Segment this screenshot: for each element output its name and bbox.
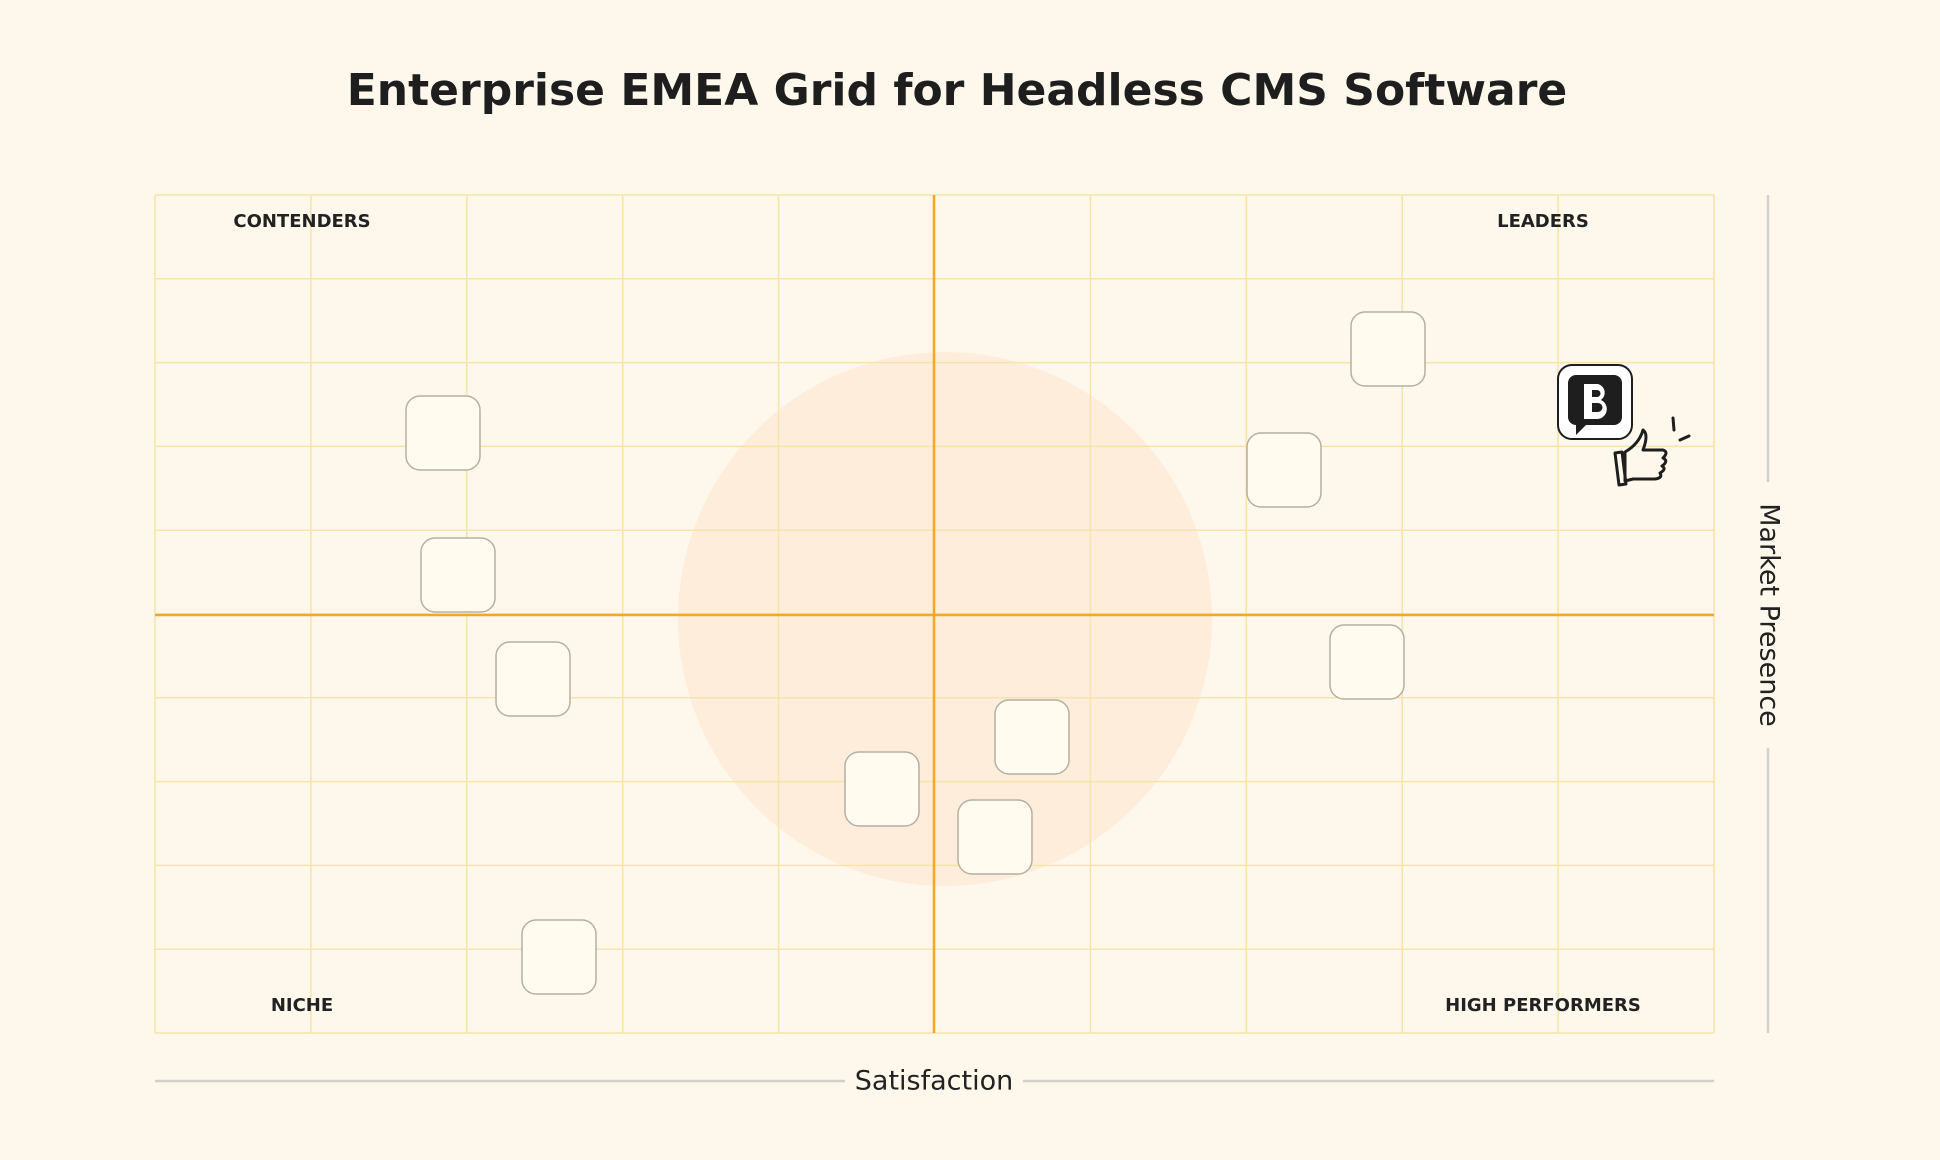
vendor-logo	[957, 799, 1033, 875]
watermark	[678, 352, 1212, 886]
y-axis-label-backdrop	[1750, 482, 1786, 748]
vendor-logo	[420, 537, 496, 613]
vendor-logo	[405, 395, 481, 471]
vendor-logo	[495, 641, 571, 717]
vendor-logo	[1350, 311, 1426, 387]
title: Enterprise EMEA Grid for Headless CMS So…	[347, 65, 1567, 116]
vendor-logo	[844, 751, 920, 827]
vendor-logo	[1329, 624, 1405, 700]
x-axis-label: Satisfaction	[855, 1066, 1013, 1097]
vendor-logo-letter	[1584, 384, 1607, 419]
vendor-logo	[994, 699, 1070, 775]
quadrant-label: HIGH PERFORMERS	[1445, 995, 1641, 1016]
vendor-logo	[521, 919, 597, 995]
quadrant-label: CONTENDERS	[233, 211, 370, 232]
quadrant-label: NICHE	[271, 995, 333, 1016]
vendor-logo	[1246, 432, 1322, 508]
thumbs-up-sparks	[1671, 416, 1691, 442]
quadrant-label: LEADERS	[1497, 211, 1589, 232]
x-axis-label-backdrop	[845, 1062, 1023, 1100]
vendor-logo-tail	[1576, 425, 1586, 435]
vendor-logos	[405, 311, 1426, 995]
y-axis-label: Market Presence	[1754, 503, 1785, 727]
highlighted-vendor	[1557, 364, 1691, 487]
thumbs-up-icon	[1613, 428, 1668, 487]
